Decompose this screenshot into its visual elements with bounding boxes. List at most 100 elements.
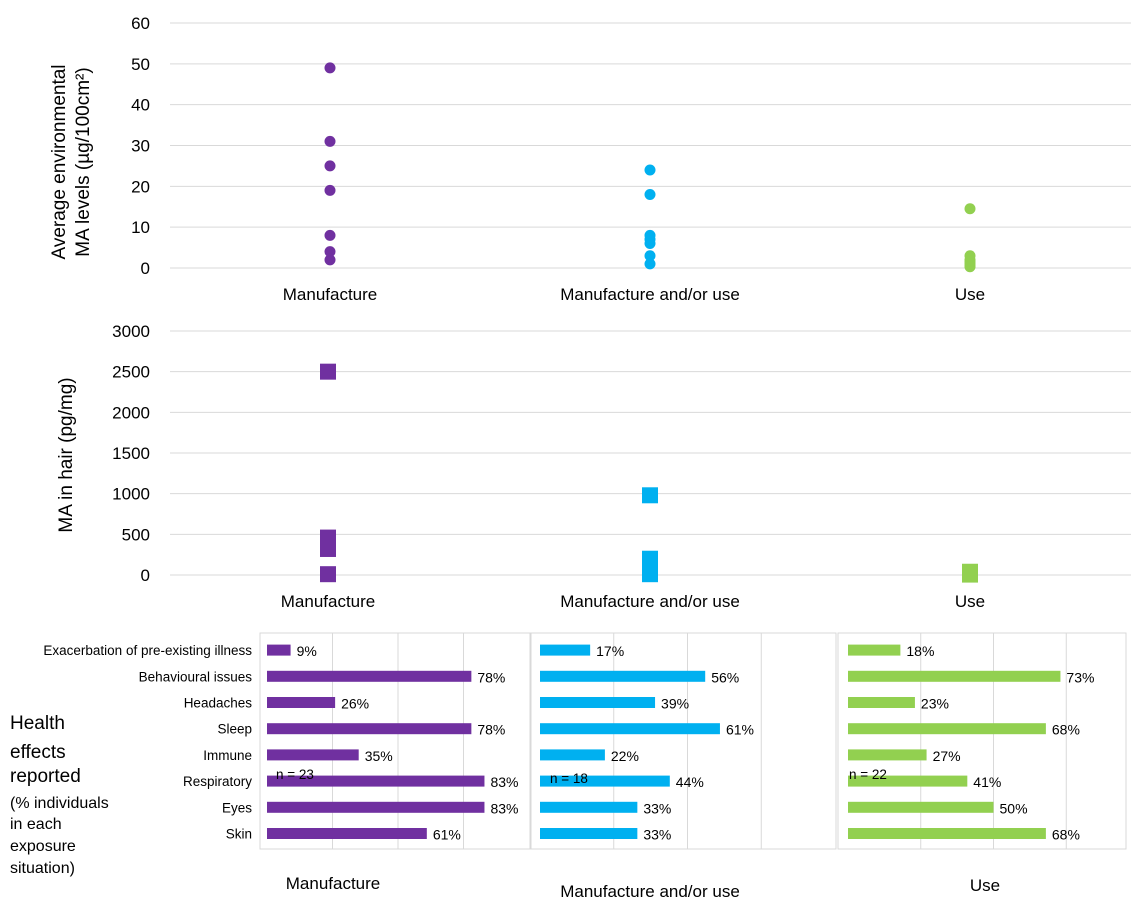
c3-bar	[267, 670, 472, 682]
c3-bar	[848, 670, 1061, 682]
c3-title-line: reported	[10, 766, 81, 787]
c3-bar-label: 22%	[611, 748, 639, 764]
c2-ytick-label: 3000	[112, 322, 150, 341]
c1-point	[644, 258, 656, 270]
c3-bar	[848, 723, 1046, 735]
c1-ytick-label: 20	[131, 177, 150, 196]
c1-ylabel-line1: Average environmental	[49, 64, 70, 259]
c3-panel-frame	[530, 632, 837, 850]
c3-n-label: n = 23	[276, 767, 314, 782]
c3-bar-label: 61%	[726, 722, 754, 738]
c3-title-line: (% individuals	[10, 795, 109, 812]
c2-category-label: Use	[955, 592, 985, 611]
c3-category-label: Sleep	[217, 722, 252, 737]
c1-point	[324, 254, 336, 266]
c2-point	[320, 540, 336, 557]
c3-panel-label: Manufacture	[286, 874, 381, 893]
c3-title-line: effects	[10, 742, 66, 763]
c3-category-label: Respiratory	[183, 774, 252, 789]
c3-bar	[267, 644, 291, 656]
c1-category-label: Manufacture and/or use	[560, 285, 740, 304]
c3-bar-label: 78%	[477, 669, 505, 685]
c3-bar-label: 18%	[906, 643, 934, 659]
c1-point	[964, 261, 976, 273]
c1-point	[644, 238, 656, 249]
c3-bar	[267, 775, 485, 787]
c3-bar	[540, 749, 605, 761]
c3-bar	[540, 775, 670, 787]
c2-category-label: Manufacture and/or use	[560, 592, 740, 611]
c1-ylabel-line2: MA levels (µg/100cm²)	[73, 67, 94, 256]
c2-ytick-label: 1500	[112, 444, 150, 463]
c3-panel-frame	[259, 632, 531, 850]
c3-bar-label: 73%	[1066, 669, 1094, 685]
c3-bar-label: 68%	[1052, 722, 1080, 738]
c3-bar-label: 83%	[490, 800, 518, 816]
c3-title-line: in each	[10, 816, 62, 833]
c2-ytick-label: 2000	[112, 403, 150, 422]
c3-panel-frame	[837, 632, 1127, 850]
c3-bar	[848, 644, 901, 656]
c3-panel: 9% 78% 26% 78% 35% 83% 83% 61% n = 23 Manufacture	[259, 632, 531, 893]
c3-bar-label: 9%	[297, 643, 317, 659]
c1-point	[324, 62, 336, 74]
c1-ytick-label: 50	[131, 55, 150, 74]
c2-point	[642, 566, 658, 583]
c2-ytick-label: 2500	[112, 363, 150, 382]
c3-bar-label: 68%	[1052, 827, 1080, 843]
hair-levels-chart: 0 500 1000 1500 2000 2500 3000 Manufacture Manu…	[56, 322, 1131, 611]
c3-category-label: Skin	[226, 827, 252, 842]
c2-point	[320, 363, 336, 380]
c3-bar	[540, 670, 706, 682]
c3-bar	[540, 644, 591, 656]
c3-bar	[267, 723, 472, 735]
c1-point	[324, 160, 336, 172]
c3-bar	[540, 801, 638, 813]
c3-category-label: Exacerbation of pre-existing illness	[43, 643, 252, 658]
c1-ytick-label: 40	[131, 96, 150, 115]
c3-bar	[848, 828, 1046, 839]
c1-point	[324, 184, 336, 196]
c2-point	[642, 487, 658, 504]
c3-bar-label: 27%	[933, 748, 961, 764]
c3-bar-label: 41%	[973, 774, 1001, 790]
c3-bar-label: 61%	[433, 827, 461, 843]
c2-ytick-label: 0	[141, 566, 150, 585]
c3-bar-label: 17%	[596, 643, 624, 659]
c2-ytick-label: 500	[122, 525, 150, 544]
c3-category-label: Immune	[203, 748, 252, 763]
c3-bar	[267, 697, 336, 708]
environmental-levels-chart: 0 10 20 30 40 50 60 Manufacture Manufacture and…	[49, 14, 1131, 304]
c3-panel-label: Manufacture and/or use	[560, 882, 740, 901]
c3-bar-label: 78%	[477, 722, 505, 738]
c2-point	[962, 566, 978, 583]
c1-category-label: Use	[955, 285, 985, 304]
c2-ytick-label: 1000	[112, 485, 150, 504]
c3-bar	[540, 723, 720, 735]
c3-panel: 18% 73% 23% 68% 27% 41% 50% 68% n = 22 Use	[837, 632, 1127, 895]
c3-bar-label: 44%	[676, 774, 704, 790]
c3-title-line: exposure	[10, 838, 76, 855]
c3-bar	[848, 697, 915, 708]
c3-bar	[848, 801, 994, 813]
c1-category-label: Manufacture	[283, 285, 378, 304]
c3-bar-label: 83%	[490, 774, 518, 790]
c2-category-label: Manufacture	[281, 592, 376, 611]
c3-bar-label: 35%	[365, 748, 393, 764]
c3-bar	[540, 828, 638, 839]
c1-point	[644, 189, 656, 200]
c3-panel-label: Use	[970, 876, 1000, 895]
c3-bar	[540, 697, 656, 708]
c3-n-label: n = 18	[550, 771, 588, 786]
c3-category-label: Behavioural issues	[139, 669, 253, 684]
health-effects-chart: Exacerbation of pre-existing illness Beha…	[10, 632, 1127, 901]
c3-bar-label: 33%	[643, 827, 671, 843]
c1-point	[324, 135, 336, 147]
c3-bar	[267, 749, 359, 761]
c1-point	[644, 250, 656, 262]
c3-bar	[267, 828, 427, 839]
c3-bar-label: 39%	[661, 696, 689, 712]
c3-bar-label: 23%	[921, 696, 949, 712]
c3-bar	[848, 749, 927, 761]
